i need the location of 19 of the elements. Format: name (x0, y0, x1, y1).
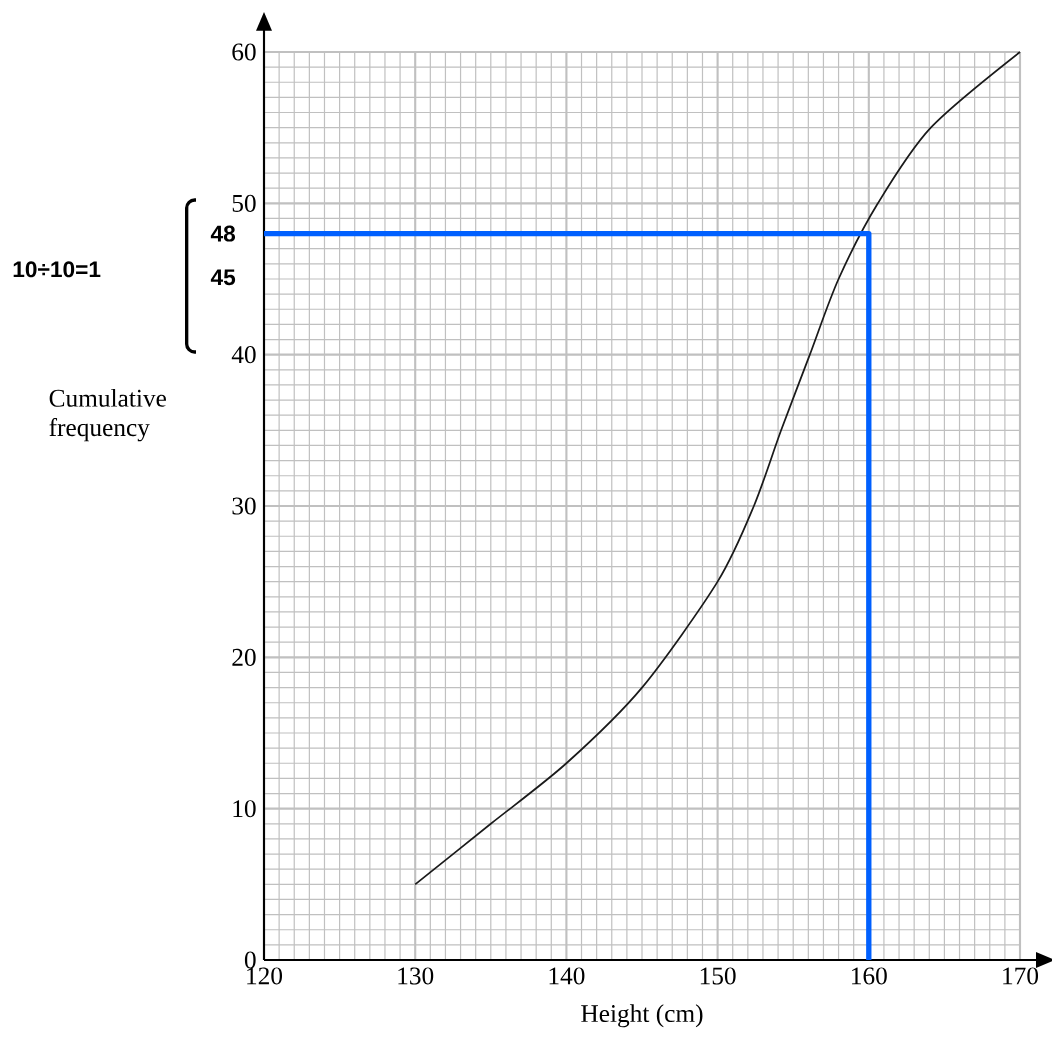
y-tick-label: 30 (232, 497, 256, 515)
x-tick-label: 130 (398, 967, 434, 985)
y-axis-title: Cumulative frequency (49, 389, 166, 442)
y-tick-label: 0 (244, 951, 256, 969)
x-tick-label: 170 (1003, 967, 1039, 985)
x-tick-label: 140 (549, 967, 585, 985)
y-tick-label: 50 (232, 194, 256, 212)
text: 10÷10=1 (13, 261, 101, 278)
x-tick-label: 150 (700, 967, 736, 985)
y-tick-label: 60 (232, 43, 256, 61)
x-tick-label: 120 (247, 967, 283, 985)
text: 45 (210, 269, 236, 286)
y-tick-label: 40 (231, 346, 256, 364)
x-axis-title: Height (cm) (581, 1004, 703, 1028)
y-tick-label: 20 (232, 648, 256, 666)
annotation: 48 (210, 225, 236, 242)
y-tick-label: 10 (233, 800, 256, 818)
x-tick-label: 160 (852, 967, 887, 985)
line-series (414, 51, 1021, 886)
